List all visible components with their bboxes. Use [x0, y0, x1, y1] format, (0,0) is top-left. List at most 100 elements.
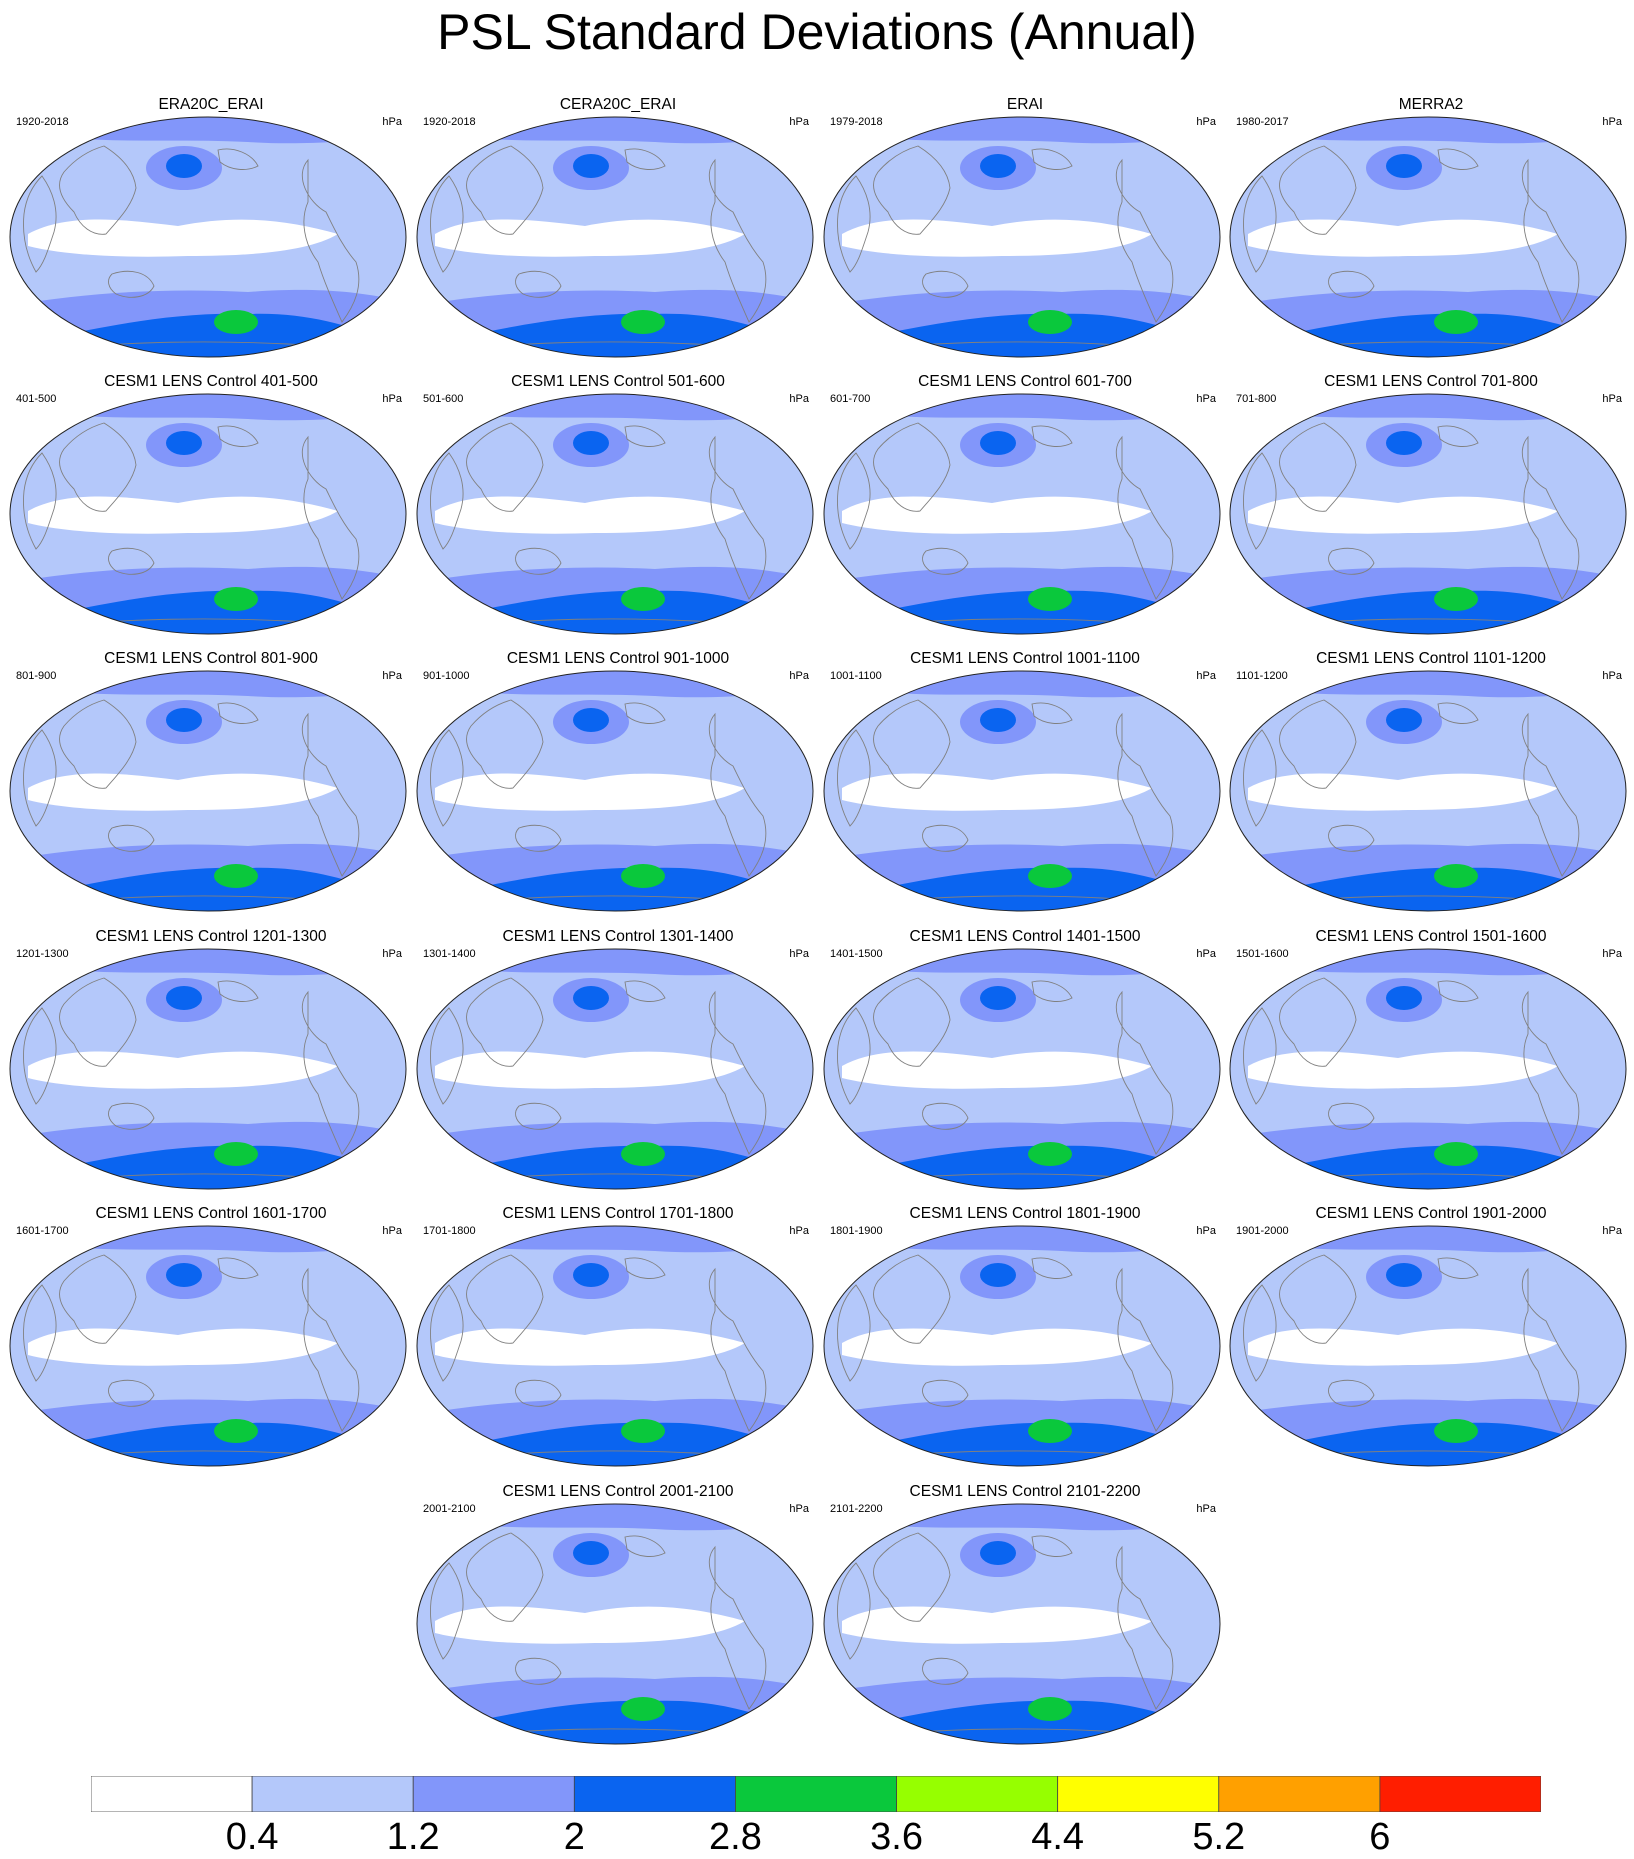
coastline-2 [1243, 175, 1277, 273]
coastline-0 [301, 435, 360, 600]
tropical-low-region [1248, 1051, 1558, 1089]
southern-ocean-center [621, 1419, 665, 1443]
robinson-map [1229, 393, 1627, 635]
tropical-low-region [842, 1606, 1152, 1644]
coastline-3 [922, 1379, 969, 1407]
north-pacific-center [166, 1263, 202, 1287]
map-outline [9, 393, 407, 635]
coastline-3 [108, 824, 155, 852]
tropical-low-region [28, 1328, 338, 1366]
tropical-low-region [1248, 496, 1558, 534]
panel-period: 2101-2200 [830, 1503, 883, 1515]
colorbar-box-4 [735, 1776, 897, 1812]
colorbar-box-3 [573, 1776, 736, 1812]
panel-units: hPa [382, 393, 402, 405]
robinson-map [416, 670, 814, 912]
colorbar-tick-label: 6 [1369, 1816, 1391, 1858]
north-pacific-center [1386, 431, 1422, 455]
map-outline [416, 116, 814, 358]
coastline-3 [108, 1379, 155, 1407]
map-panel: CESM1 LENS Control 1601-1700 1601-1700 hPa [8, 1205, 414, 1467]
coastline-2 [837, 1562, 871, 1660]
coastline-1 [873, 699, 951, 789]
southern-ocean-center [621, 1142, 665, 1166]
panel-title: CESM1 LENS Control 501-600 [511, 373, 725, 390]
robinson-map [416, 1503, 814, 1745]
coastline-4 [1031, 980, 1073, 1002]
panel-period: 1601-1700 [16, 1225, 69, 1237]
map-outline [823, 1225, 1221, 1467]
coastline-2 [430, 175, 464, 273]
coastline-4 [624, 702, 666, 724]
map-outline [823, 393, 1221, 635]
panel-units: hPa [1602, 948, 1622, 960]
coastline-0 [1115, 158, 1174, 323]
panel-period: 1979-2018 [830, 116, 883, 128]
panel-units: hPa [382, 116, 402, 128]
robinson-map [1229, 1225, 1627, 1467]
southern-ocean-center [1028, 1142, 1072, 1166]
map-panel: CESM1 LENS Control 501-600 501-600 hPa [415, 373, 821, 635]
robinson-map [9, 116, 407, 358]
coastline-4 [1437, 702, 1479, 724]
map-panel: ERAI 1979-2018 hPa [822, 96, 1228, 358]
map-outline [1229, 1225, 1627, 1467]
southern-ocean-center [1434, 587, 1478, 611]
coastline-3 [515, 824, 562, 852]
coastline-2 [1243, 729, 1277, 827]
map-outline [823, 948, 1221, 1190]
north-pacific-center [166, 431, 202, 455]
panel-period: 1401-1500 [830, 948, 883, 960]
southern-ocean-center [1434, 310, 1478, 334]
map-outline [823, 1503, 1221, 1745]
coastline-3 [108, 1102, 155, 1130]
coastline-0 [1521, 712, 1580, 877]
southern-ocean-center [1028, 1419, 1072, 1443]
coastline-2 [837, 729, 871, 827]
panel-title: CESM1 LENS Control 1201-1300 [95, 928, 327, 945]
coastline-3 [1328, 547, 1375, 575]
panel-units: hPa [789, 1225, 809, 1237]
coastline-3 [515, 547, 562, 575]
coastline-2 [837, 1284, 871, 1382]
coastline-0 [1521, 990, 1580, 1155]
colorbar-box-2 [412, 1776, 575, 1812]
north-pacific-center [1386, 986, 1422, 1010]
coastline-1 [466, 145, 544, 235]
southern-ocean-center [621, 864, 665, 888]
coastline-1 [59, 699, 137, 789]
southern-ocean-center [214, 1142, 258, 1166]
north-pacific-center [980, 154, 1016, 178]
tropical-low-region [28, 773, 338, 811]
colorbar-tick-label: 2 [563, 1816, 585, 1858]
panel-title: MERRA2 [1398, 96, 1464, 113]
coastline-2 [23, 452, 57, 550]
map-outline [416, 1503, 814, 1745]
robinson-map [823, 116, 1221, 358]
panel-title: CESM1 LENS Control 801-900 [104, 650, 318, 667]
panel-units: hPa [1196, 1503, 1216, 1515]
coastline-2 [1243, 452, 1277, 550]
panel-period: 801-900 [16, 670, 57, 682]
tropical-low-region [842, 496, 1152, 534]
map-outline [416, 670, 814, 912]
southern-ocean-center [621, 587, 665, 611]
map-panel: ERA20C_ERAI 1920-2018 hPa [8, 96, 414, 358]
north-pacific-center [1386, 1263, 1422, 1287]
map-outline [416, 1225, 814, 1467]
north-pacific-center [573, 154, 609, 178]
panel-units: hPa [789, 116, 809, 128]
north-pacific-center [573, 1541, 609, 1565]
colorbar-box-1 [251, 1776, 414, 1812]
map-panel: CESM1 LENS Control 1301-1400 1301-1400 hPa [415, 928, 821, 1190]
coastline-4 [217, 1257, 259, 1279]
panel-units: hPa [1602, 1225, 1622, 1237]
colorbar-tick-label: 0.4 [225, 1816, 279, 1858]
tropical-low-region [435, 1606, 745, 1644]
colorbar-tick-label: 3.6 [870, 1816, 923, 1858]
map-panel: MERRA2 1980-2017 hPa [1228, 96, 1634, 358]
coastline-4 [1031, 1257, 1073, 1279]
tropical-low-region [28, 496, 338, 534]
panel-period: 501-600 [423, 393, 464, 405]
panel-title: CERA20C_ERAI [559, 96, 677, 113]
